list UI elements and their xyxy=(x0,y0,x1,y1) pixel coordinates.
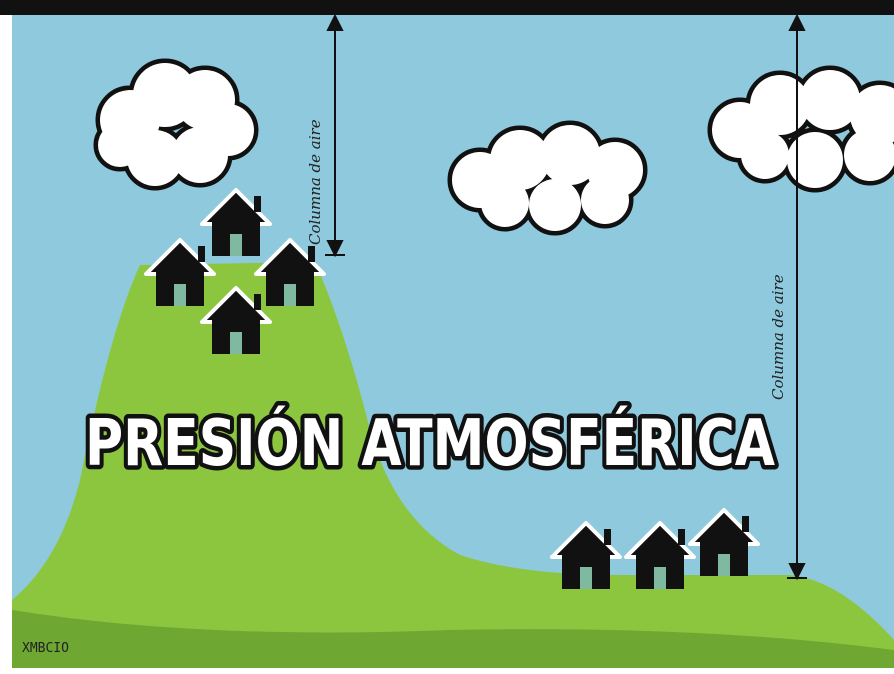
column-label: Columna de aire xyxy=(769,274,787,400)
column-label: Columna de aire xyxy=(306,119,324,245)
title: PRESIÓN ATMOSFÉRICA xyxy=(85,405,775,481)
illustration: Columna de aire Columna de aire PRESIÓN … xyxy=(0,0,894,674)
page: {"title": "PRESIÓN ATMOSFÉRICA", "labels… xyxy=(0,0,894,674)
signature: XMBCIO xyxy=(22,641,69,656)
top-bar xyxy=(0,0,894,15)
